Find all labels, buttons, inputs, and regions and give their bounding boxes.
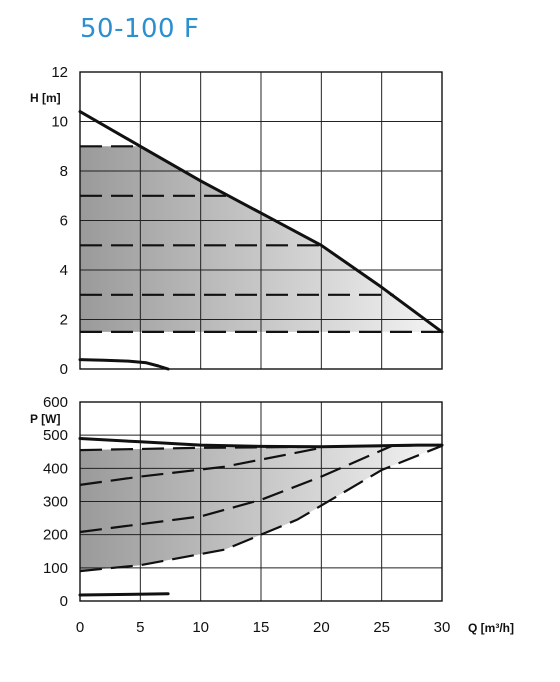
x-tick-label: 25 bbox=[373, 619, 390, 636]
x-tick-label: 10 bbox=[192, 619, 209, 636]
dashed-speed-curve bbox=[79, 446, 322, 486]
max-curve bbox=[78, 110, 444, 334]
y-tick-label: 500 bbox=[43, 427, 68, 444]
chart-title: 50-100 F bbox=[80, 14, 200, 44]
y-tick-label: 12 bbox=[51, 64, 68, 81]
y-tick-label: 6 bbox=[60, 213, 68, 230]
y-axis-label: P [W] bbox=[30, 412, 60, 426]
min-curve bbox=[78, 358, 170, 371]
dashed-speed-curve bbox=[79, 444, 443, 573]
dashed-speed-curve bbox=[79, 444, 395, 534]
plot-frame bbox=[79, 71, 443, 370]
y-tick-label: 2 bbox=[60, 312, 68, 329]
x-tick-label: 5 bbox=[136, 619, 144, 636]
x-tick-label: 0 bbox=[76, 619, 84, 636]
dashed-speed-curve bbox=[79, 444, 443, 452]
min-curve bbox=[78, 592, 170, 597]
y-tick-label: 0 bbox=[60, 593, 68, 610]
y-axis-label: H [m] bbox=[30, 91, 61, 105]
head-chart-panel: 0 2 4 6 8 10 12 H [m] bbox=[30, 64, 444, 378]
y-tick-label: 8 bbox=[60, 163, 68, 180]
y-tick-label: 0 bbox=[60, 361, 68, 378]
x-tick-label: 15 bbox=[253, 619, 270, 636]
y-tick-label: 200 bbox=[43, 527, 68, 544]
x-tick-label: 30 bbox=[434, 619, 451, 636]
x-axis-label: Q [m³/h] bbox=[468, 621, 514, 635]
y-tick-label: 10 bbox=[51, 114, 68, 131]
x-tick-label: 20 bbox=[313, 619, 330, 636]
plot-frame bbox=[79, 401, 443, 602]
y-tick-label: 400 bbox=[43, 460, 68, 477]
y-tick-label: 100 bbox=[43, 560, 68, 577]
y-tick-label: 4 bbox=[60, 262, 68, 279]
y-tick-label: 600 bbox=[43, 394, 68, 411]
y-tick-label: 300 bbox=[43, 494, 68, 511]
